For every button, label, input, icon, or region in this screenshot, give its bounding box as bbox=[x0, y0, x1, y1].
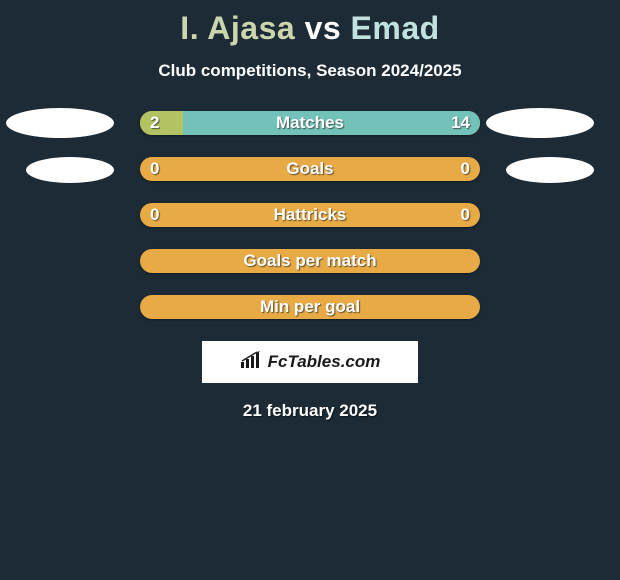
stats-rows: Matches214Goals00Hattricks00Goals per ma… bbox=[0, 111, 620, 319]
stat-label: Min per goal bbox=[140, 295, 480, 319]
stat-value-right: 0 bbox=[461, 203, 470, 227]
date-text: 21 february 2025 bbox=[0, 401, 620, 421]
brand-box: FcTables.com bbox=[202, 341, 418, 383]
stat-row: Hattricks0 0 bbox=[0, 203, 620, 227]
subtitle: Club competitions, Season 2024/2025 bbox=[0, 61, 620, 81]
stat-value-right: 0 bbox=[461, 157, 470, 181]
stat-label: Hattricks bbox=[140, 203, 480, 227]
stat-row: Goals per match bbox=[0, 249, 620, 273]
stat-row: Matches2 14 bbox=[0, 111, 620, 135]
stat-bar: Hattricks0 0 bbox=[140, 203, 480, 227]
stat-value-left: 0 bbox=[150, 157, 159, 181]
stat-label: Goals per match bbox=[140, 249, 480, 273]
vs-text: vs bbox=[305, 10, 342, 46]
stat-value-left: 0 bbox=[150, 203, 159, 227]
stat-bar: Matches2 14 bbox=[140, 111, 480, 135]
player1-badge bbox=[26, 157, 114, 183]
brand-chart-icon bbox=[240, 351, 262, 374]
stat-label: Matches bbox=[140, 111, 480, 135]
stat-row: Goals0 0 bbox=[0, 157, 620, 181]
player1-name: I. Ajasa bbox=[180, 10, 295, 46]
player2-badge bbox=[506, 157, 594, 183]
stat-label: Goals bbox=[140, 157, 480, 181]
player2-name: Emad bbox=[351, 10, 440, 46]
stat-bar: Goals per match bbox=[140, 249, 480, 273]
stat-row: Min per goal bbox=[0, 295, 620, 319]
stat-bar: Min per goal bbox=[140, 295, 480, 319]
stat-value-right: 14 bbox=[451, 111, 470, 135]
comparison-title: I. Ajasa vs Emad bbox=[0, 0, 620, 47]
player1-badge bbox=[6, 108, 114, 138]
player2-badge bbox=[486, 108, 594, 138]
stat-bar: Goals0 0 bbox=[140, 157, 480, 181]
brand-text: FcTables.com bbox=[268, 352, 381, 372]
stat-value-left: 2 bbox=[150, 111, 159, 135]
